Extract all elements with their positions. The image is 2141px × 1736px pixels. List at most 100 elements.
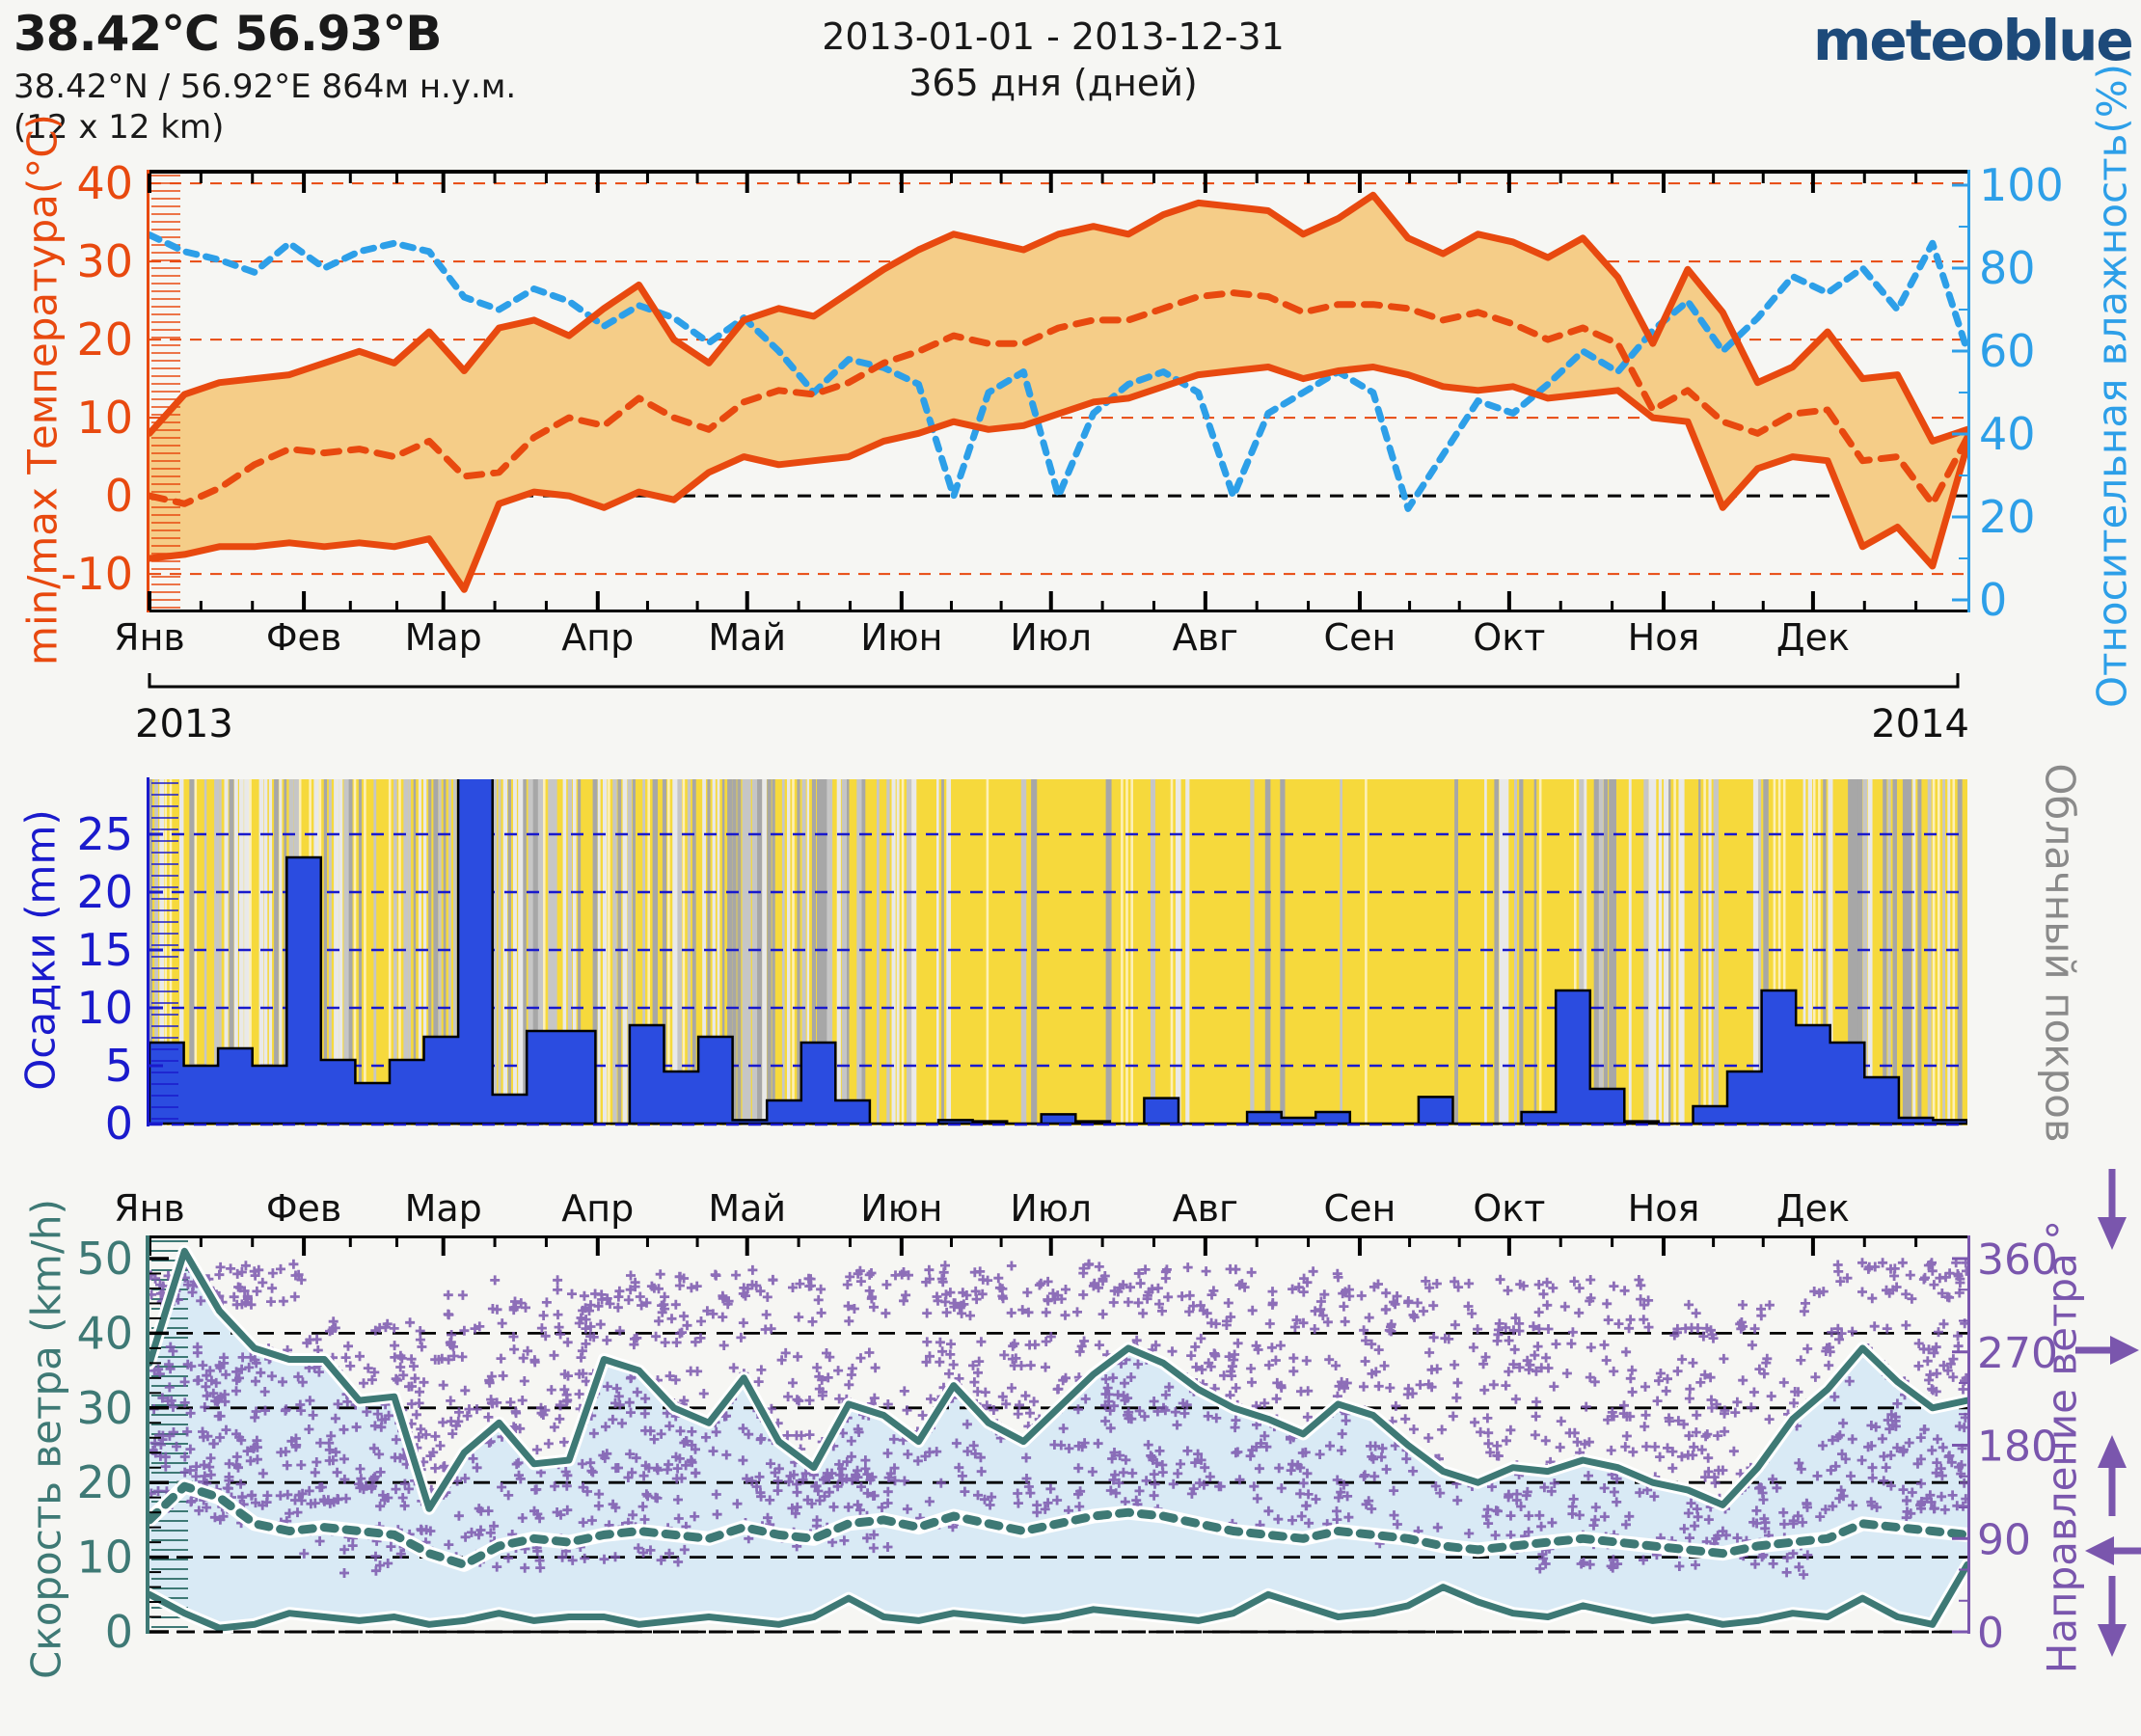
- cloud-stripe: [358, 779, 362, 1126]
- cloud-stripe: [423, 779, 427, 1126]
- cloud-stripe-light: [1170, 779, 1174, 1126]
- month-label-bottom: Апр: [561, 1187, 634, 1230]
- cloud-stripe: [891, 779, 896, 1126]
- cloud-stripe: [418, 779, 421, 1126]
- cloud-stripe: [502, 779, 507, 1126]
- temp-tick-label: 30: [76, 235, 133, 287]
- cloud-stripe: [742, 779, 748, 1126]
- month-label-top: Дек: [1776, 616, 1850, 659]
- cloud-stripe: [946, 779, 952, 1126]
- cloud-stripe: [268, 779, 273, 1126]
- cloud-stripe: [239, 779, 244, 1126]
- cloud-stripe: [907, 779, 912, 1126]
- cloud-stripe: [1758, 779, 1762, 1126]
- cloud-stripe: [263, 779, 268, 1126]
- cloud-stripe: [233, 779, 238, 1126]
- cloud-stripe: [886, 779, 890, 1126]
- cloud-stripe: [817, 779, 823, 1126]
- cloud-stripe: [438, 779, 442, 1126]
- cloud-stripe: [1514, 779, 1517, 1126]
- cloud-cover-axis-title: Облачный покров: [2036, 763, 2084, 1143]
- cloud-stripe: [841, 779, 848, 1126]
- cloud-stripe: [617, 779, 622, 1126]
- cloud-stripe: [1698, 779, 1701, 1126]
- cloud-stripe: [1708, 779, 1712, 1126]
- cloud-stripe: [746, 779, 751, 1126]
- wind-direction-arrow-down: [2098, 1169, 2127, 1250]
- cloud-stripe: [408, 779, 412, 1126]
- cloud-stripe: [1609, 779, 1614, 1126]
- month-label-bottom: Авг: [1173, 1187, 1238, 1230]
- cloud-stripe: [1862, 779, 1868, 1126]
- wind-mean-line: [149, 1481, 1967, 1569]
- precip-tick-label: 0: [105, 1098, 133, 1150]
- cloud-stripe-light: [1574, 779, 1577, 1126]
- cloud-stripe: [403, 779, 409, 1126]
- cloud-stripe: [428, 779, 432, 1126]
- cloud-stripe: [662, 779, 667, 1126]
- month-label-top: Июл: [1010, 616, 1092, 659]
- cloud-stripe-light: [543, 779, 546, 1126]
- cloud-stripe: [1763, 779, 1769, 1126]
- cloud-stripe-light: [249, 779, 252, 1126]
- cloud-stripe: [652, 779, 659, 1126]
- cloud-stripe: [822, 779, 828, 1126]
- cloud-stripe: [518, 779, 525, 1126]
- cloud-stripe: [1105, 779, 1112, 1126]
- date-range: 2013-01-01 - 2013-12-31: [822, 15, 1285, 58]
- cloud-stripe: [1484, 779, 1487, 1126]
- cloud-stripe: [1250, 779, 1255, 1126]
- precip-tick-label: 10: [76, 982, 133, 1034]
- direction-tick-label: 90: [1977, 1515, 2031, 1564]
- cloud-stripe-light: [647, 779, 650, 1126]
- cloud-stripe: [1340, 779, 1342, 1126]
- year-start-label: 2013: [135, 702, 233, 746]
- cloud-stripe: [343, 779, 350, 1126]
- cloud-stripe: [911, 779, 917, 1126]
- cloud-stripe-light: [398, 779, 401, 1126]
- cloud-stripe: [856, 779, 863, 1126]
- cloud-stripe: [787, 779, 791, 1126]
- cloud-stripe: [179, 779, 184, 1126]
- cloud-stripe: [203, 779, 207, 1126]
- cloud-stripe: [632, 779, 636, 1126]
- right-spine: [1967, 1235, 1970, 1634]
- cloud-stripe: [507, 779, 512, 1126]
- cloud-stripe: [1807, 779, 1812, 1126]
- cloud-stripe: [721, 779, 725, 1126]
- month-label-top: Ноя: [1628, 616, 1700, 659]
- cloud-stripe: [578, 779, 582, 1126]
- cloud-stripe: [1678, 779, 1685, 1126]
- cloud-stripe: [1957, 779, 1963, 1126]
- cloud-stripe: [847, 779, 850, 1126]
- cloud-stripe: [1604, 779, 1609, 1126]
- cloud-stripe: [1031, 779, 1038, 1126]
- cloud-stripe: [1883, 779, 1887, 1126]
- cloud-stripe: [727, 779, 732, 1126]
- cloud-stripe-light: [164, 779, 168, 1126]
- cloud-stripe: [413, 779, 417, 1126]
- cloud-stripe: [1917, 779, 1922, 1126]
- cloud-stripe: [393, 779, 397, 1126]
- cloud-stripe: [1598, 779, 1604, 1126]
- cloud-stripe: [373, 779, 377, 1126]
- cloud-stripe-light: [1938, 779, 1940, 1126]
- wind-tick-label: 20: [76, 1456, 133, 1508]
- day-count: 365 дня (дней): [908, 62, 1198, 104]
- precip-tick-label: 20: [76, 866, 133, 918]
- cloud-stripe: [523, 779, 527, 1126]
- cloud-stripe: [707, 779, 711, 1126]
- cloud-stripe: [1584, 779, 1587, 1126]
- cloud-stripe: [328, 779, 332, 1126]
- cloud-stripe: [936, 779, 939, 1126]
- precipitation-axis-title: Осадки (mm): [16, 809, 65, 1091]
- cloud-stripe-light: [608, 779, 610, 1126]
- top-spine: [148, 1235, 1969, 1238]
- month-label-bottom: Июн: [860, 1187, 942, 1230]
- cloud-stripe-light: [1777, 779, 1781, 1126]
- month-label-top: Фев: [266, 616, 342, 659]
- cloud-stripe: [1643, 779, 1649, 1126]
- cloud-stripe: [553, 779, 557, 1126]
- cloud-stripe: [1848, 779, 1854, 1126]
